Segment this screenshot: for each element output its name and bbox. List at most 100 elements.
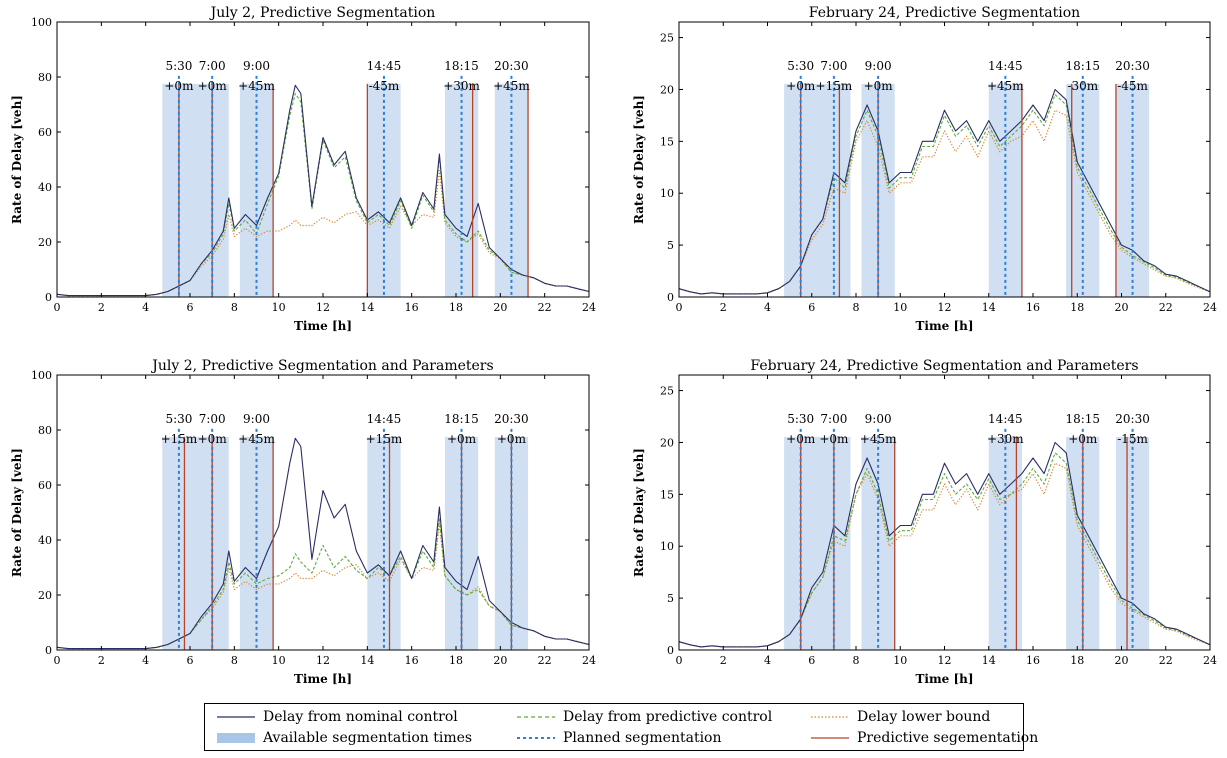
annotation-time-6: 20:30: [1115, 59, 1150, 73]
x-tick-label: 18: [1070, 301, 1084, 314]
legend-item-nominal: Delay from nominal control: [217, 707, 458, 727]
annotation-time-1: 5:30: [165, 59, 192, 73]
annotation-shift-1: +0m: [164, 79, 194, 93]
y-tick-label: 20: [660, 83, 674, 96]
y-tick-label: 80: [38, 71, 52, 84]
x-tick-label: 10: [893, 301, 907, 314]
y-axis-label: Rate of Delay [veh]: [10, 95, 24, 224]
y-tick-label: 100: [31, 369, 52, 382]
x-tick-label: 10: [272, 301, 286, 314]
x-tick-label: 22: [538, 654, 552, 667]
legend-item-planned: Planned segmentation: [517, 728, 722, 748]
x-tick-label: 0: [54, 654, 61, 667]
x-tick-label: 10: [893, 654, 907, 667]
annotation-shift-6: +0m: [497, 432, 527, 446]
x-tick-label: 20: [1115, 301, 1129, 314]
annotation-shift-2: +0m: [198, 432, 228, 446]
annotation-shift-5: +0m: [447, 432, 477, 446]
solid-line-swatch-icon: [811, 731, 849, 745]
x-tick-label: 0: [54, 301, 61, 314]
y-tick-label: 15: [660, 488, 674, 501]
x-tick-label: 14: [360, 654, 374, 667]
x-tick-label: 24: [582, 301, 596, 314]
x-tick-label: 16: [1026, 654, 1040, 667]
legend: Delay from nominal control Delay from pr…: [204, 703, 1038, 751]
y-axis-label: Rate of Delay [veh]: [10, 448, 24, 577]
x-tick-label: 6: [808, 654, 815, 667]
predictive-control-line: [56, 517, 590, 650]
x-tick-label: 16: [405, 654, 419, 667]
annotation-shift-5: +0m: [1068, 432, 1098, 446]
chart-panel-2: 5:30 +0m 7:00 +15m 9:00 +0m 14:45 +45m 18:15 -30m…: [632, 5, 1217, 333]
chart-panel-4: 5:30 +0m 7:00 +0m 9:00 +45m 14:45 +30m 18:15 +0m 2…: [632, 358, 1217, 686]
x-tick-label: 8: [853, 301, 860, 314]
available-window-1: [784, 83, 851, 297]
x-tick-label: 14: [982, 654, 996, 667]
chart-title: February 24, Predictive Segmentation: [809, 5, 1080, 21]
available-window-1: [162, 436, 229, 650]
solid-line-swatch-icon: [217, 710, 255, 724]
annotation-shift-6: -45m: [1117, 79, 1148, 93]
x-tick-label: 20: [493, 654, 507, 667]
y-tick-label: 40: [38, 534, 52, 547]
annotation-time-3: 9:00: [865, 59, 892, 73]
x-axis-label: Time [h]: [915, 672, 973, 686]
figure: 5:30 +0m 7:00 +0m 9:00 +45m 14:45 -45m 18:15 +30m…: [10, 5, 1217, 686]
x-tick-label: 12: [938, 301, 952, 314]
legend-label: Predictive segementation: [857, 730, 1039, 746]
x-tick-label: 6: [808, 301, 815, 314]
x-tick-label: 2: [720, 301, 727, 314]
y-tick-label: 0: [667, 291, 674, 304]
y-tick-label: 80: [38, 424, 52, 437]
annotation-shift-1: +0m: [786, 432, 816, 446]
x-tick-label: 4: [764, 301, 771, 314]
nominal-control-line: [56, 437, 590, 650]
annotation-shift-5: -30m: [1067, 79, 1098, 93]
x-tick-label: 6: [187, 654, 194, 667]
x-tick-label: 20: [493, 301, 507, 314]
legend-item-lower-bound: Delay lower bound: [811, 707, 990, 727]
x-tick-label: 18: [449, 301, 463, 314]
legend-item-available-times: Available segmentation times: [217, 728, 472, 748]
y-tick-label: 25: [660, 385, 674, 398]
lower-bound-line: [678, 462, 1211, 648]
x-tick-label: 2: [98, 301, 105, 314]
nominal-control-line: [56, 84, 590, 297]
patch-swatch-icon: [217, 731, 255, 745]
x-tick-label: 12: [316, 654, 330, 667]
legend-label: Delay from nominal control: [263, 709, 458, 725]
chart-title: July 2, Predictive Segmentation and Para…: [150, 358, 493, 374]
annotation-time-4: 14:45: [367, 412, 402, 426]
x-axis-label: Time [h]: [294, 672, 352, 686]
y-tick-label: 0: [45, 644, 52, 657]
x-tick-label: 10: [272, 654, 286, 667]
annotation-time-2: 7:00: [820, 59, 847, 73]
x-tick-label: 24: [1203, 301, 1217, 314]
annotation-shift-1: +15m: [161, 432, 198, 446]
x-tick-label: 20: [1115, 654, 1129, 667]
annotation-time-3: 9:00: [243, 412, 270, 426]
annotation-time-6: 20:30: [494, 59, 529, 73]
y-tick-label: 40: [38, 181, 52, 194]
x-tick-label: 6: [187, 301, 194, 314]
y-tick-label: 100: [31, 16, 52, 29]
predictive-control-line: [56, 92, 590, 297]
y-tick-label: 25: [660, 32, 674, 45]
annotation-time-2: 7:00: [820, 412, 847, 426]
annotation-time-1: 5:30: [787, 59, 814, 73]
annotation-time-4: 14:45: [988, 59, 1023, 73]
annotation-shift-2: +15m: [816, 79, 853, 93]
annotation-shift-3: +45m: [238, 432, 275, 446]
annotation-time-2: 7:00: [199, 59, 226, 73]
dashed-line-swatch-icon: [517, 710, 555, 724]
annotation-time-2: 7:00: [199, 412, 226, 426]
legend-label: Planned segmentation: [563, 730, 722, 746]
annotation-time-6: 20:30: [1115, 412, 1150, 426]
nominal-control-line: [678, 441, 1211, 648]
chart-title: July 2, Predictive Segmentation: [209, 5, 436, 21]
annotation-time-5: 18:15: [444, 412, 479, 426]
x-tick-label: 14: [360, 301, 374, 314]
y-tick-label: 20: [38, 236, 52, 249]
annotation-time-3: 9:00: [243, 59, 270, 73]
annotation-shift-5: +30m: [443, 79, 480, 93]
